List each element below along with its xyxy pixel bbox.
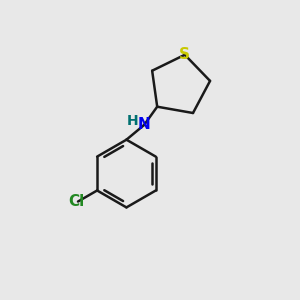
Text: N: N <box>138 118 151 133</box>
Text: H: H <box>127 114 139 128</box>
Text: S: S <box>179 47 190 62</box>
Text: Cl: Cl <box>68 194 85 209</box>
